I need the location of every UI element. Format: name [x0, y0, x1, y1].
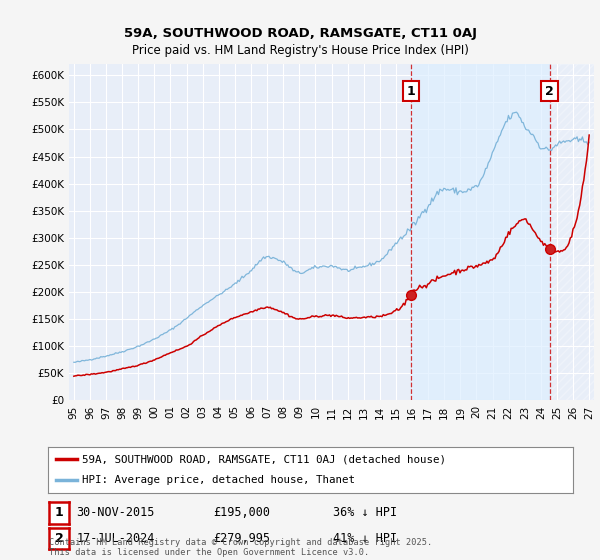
Text: Contains HM Land Registry data © Crown copyright and database right 2025.
This d: Contains HM Land Registry data © Crown c…	[49, 538, 433, 557]
Text: 1: 1	[406, 85, 415, 97]
Text: 17-JUL-2024: 17-JUL-2024	[76, 531, 155, 545]
Text: HPI: Average price, detached house, Thanet: HPI: Average price, detached house, Than…	[82, 475, 355, 486]
Text: 2: 2	[545, 85, 554, 97]
Text: 2: 2	[55, 531, 64, 545]
Text: Price paid vs. HM Land Registry's House Price Index (HPI): Price paid vs. HM Land Registry's House …	[131, 44, 469, 57]
Text: £279,995: £279,995	[213, 531, 270, 545]
Text: 59A, SOUTHWOOD ROAD, RAMSGATE, CT11 0AJ: 59A, SOUTHWOOD ROAD, RAMSGATE, CT11 0AJ	[124, 27, 476, 40]
Bar	[411, 64, 550, 400]
Text: 59A, SOUTHWOOD ROAD, RAMSGATE, CT11 0AJ (detached house): 59A, SOUTHWOOD ROAD, RAMSGATE, CT11 0AJ …	[82, 454, 446, 464]
Text: 30-NOV-2015: 30-NOV-2015	[76, 506, 155, 520]
Bar	[550, 64, 594, 400]
Text: 1: 1	[55, 506, 64, 520]
Text: 36% ↓ HPI: 36% ↓ HPI	[333, 506, 397, 520]
Text: 41% ↓ HPI: 41% ↓ HPI	[333, 531, 397, 545]
Text: £195,000: £195,000	[213, 506, 270, 520]
